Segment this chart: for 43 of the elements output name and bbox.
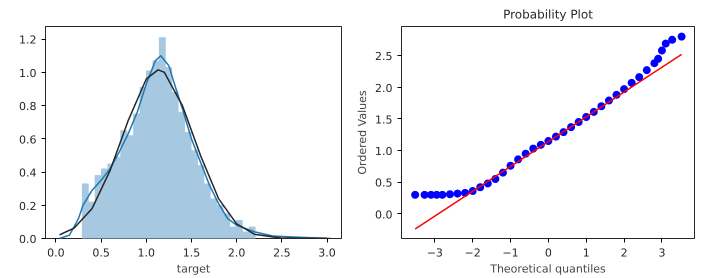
chart-title: Probability Plot: [503, 8, 594, 22]
x-tick-label: 0.0: [47, 246, 65, 260]
y-tick-label: 1.0: [19, 66, 37, 80]
y-tick-label: 0.6: [19, 133, 37, 146]
point: [668, 36, 676, 44]
y-tick-label: 0.0: [19, 233, 37, 246]
x-axis-title: Theoretical quantiles: [489, 262, 606, 276]
y-tick-label: 0.0: [375, 208, 393, 222]
y-tick-label: 0.2: [19, 200, 37, 213]
y-tick-label: 1.5: [375, 113, 393, 126]
x-tick-label: −1: [502, 246, 519, 260]
y-tick-label: 2.0: [375, 82, 393, 95]
y-tick-label: 1.0: [375, 145, 393, 158]
point: [446, 190, 454, 198]
x-tick-label: 0: [544, 246, 552, 260]
y-tick-label: 0.4: [19, 166, 37, 180]
x-tick-label: 1: [582, 246, 590, 260]
point: [658, 46, 666, 55]
x-tick-label: 2.5: [273, 246, 291, 260]
y-tick-label: 1.2: [19, 34, 37, 47]
point: [678, 32, 686, 41]
x-tick-label: −3: [426, 246, 443, 260]
y-tick-label: 2.5: [375, 50, 393, 64]
x-tick-label: 1.0: [138, 246, 156, 260]
point: [420, 190, 429, 199]
x-tick-label: 0.5: [92, 246, 110, 260]
x-tick-label: −2: [464, 246, 481, 260]
x-axis-title: target: [176, 262, 211, 276]
point: [662, 40, 670, 48]
point: [642, 66, 651, 74]
x-tick-label: 1.5: [182, 246, 200, 260]
y-tick-label: 0.5: [375, 176, 393, 190]
x-tick-label: 3: [658, 246, 666, 260]
point: [411, 190, 420, 199]
y-axis-title: Ordered Values: [356, 90, 370, 175]
x-tick-label: 2.0: [228, 246, 246, 260]
y-tick-label: 0.8: [19, 100, 37, 114]
x-tick-label: 2: [620, 246, 628, 260]
point: [628, 78, 636, 87]
x-tick-label: 3.0: [318, 246, 336, 260]
point: [654, 54, 662, 63]
point: [635, 73, 644, 82]
point: [454, 190, 462, 198]
